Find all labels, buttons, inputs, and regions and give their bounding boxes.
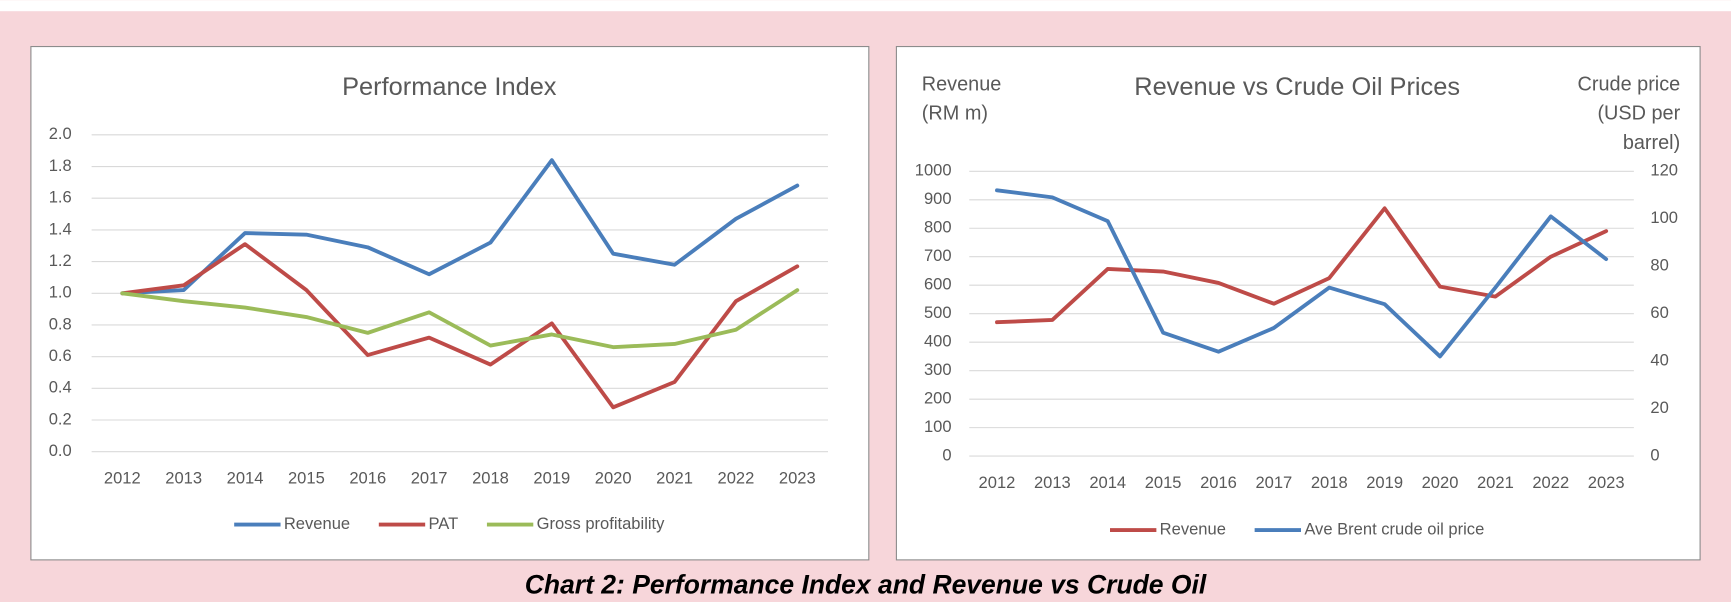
y-tick-label: 0.4 [49,378,72,397]
y-tick-label: 0.2 [49,409,72,428]
y-tick-label: 0 [942,445,951,464]
x-tick-label: 2018 [472,469,509,488]
x-tick-label: 2013 [165,469,202,488]
y2-tick-label: 40 [1650,351,1668,370]
y-tick-label: 1.6 [49,188,72,207]
y2-axis-label: (USD per [1597,103,1680,125]
x-tick-label: 2020 [595,469,632,488]
x-tick-label: 2014 [1089,473,1126,492]
y-tick-label: 300 [924,360,952,379]
y-tick-label: 0.0 [49,441,72,460]
top-strip [0,0,1731,12]
x-tick-label: 2021 [656,469,693,488]
y2-tick-label: 0 [1650,445,1659,464]
x-tick-label: 2023 [779,469,816,488]
series-line [995,188,1609,359]
series-line [120,158,800,296]
y-tick-label: 400 [924,332,952,351]
y-tick-label: 100 [924,417,952,436]
x-tick-label: 2016 [1200,473,1237,492]
x-tick-label: 2013 [1034,473,1071,492]
y-axis-label: Revenue [922,73,1002,95]
x-tick-label: 2023 [1588,473,1625,492]
y-tick-label: 1.8 [49,156,72,175]
y-tick-label: 900 [924,189,952,208]
legend-label: Revenue [284,514,350,533]
legend-label: Gross profitability [537,514,666,533]
x-tick-label: 2016 [349,469,386,488]
x-tick-label: 2022 [718,469,755,488]
x-tick-label: 2014 [227,469,264,488]
y-tick-label: 500 [924,303,952,322]
y-tick-label: 0.6 [49,346,72,365]
caption: Chart 2: Performance Index and Revenue v… [525,569,1207,599]
y-tick-label: 1.0 [49,283,72,302]
y-tick-label: 1000 [915,161,952,180]
x-tick-label: 2019 [533,469,570,488]
y-axis-label: (RM m) [922,103,988,125]
y2-tick-label: 100 [1650,208,1678,227]
y-tick-label: 1.2 [49,251,72,270]
y-tick-label: 1.4 [49,219,72,238]
panel [30,45,870,561]
y-tick-label: 0.8 [49,314,72,333]
y-tick-label: 600 [924,275,952,294]
y2-tick-label: 60 [1650,303,1668,322]
x-tick-label: 2017 [411,469,448,488]
x-tick-label: 2020 [1422,473,1459,492]
x-tick-label: 2012 [979,473,1016,492]
x-tick-label: 2018 [1311,473,1348,492]
panel [895,45,1701,561]
x-tick-label: 2015 [1145,473,1182,492]
series-line [120,288,800,350]
chart-title: Revenue vs Crude Oil Prices [1134,73,1460,101]
legend-label: Ave Brent crude oil price [1304,519,1484,538]
x-tick-label: 2019 [1366,473,1403,492]
x-tick-label: 2015 [288,469,325,488]
chart-title: Performance Index [342,73,557,101]
y2-axis-label: Crude price [1578,73,1681,95]
x-tick-label: 2017 [1255,473,1292,492]
y2-tick-label: 120 [1650,161,1678,180]
y-tick-label: 2.0 [49,124,72,143]
series-line [120,242,800,410]
x-tick-label: 2021 [1477,473,1514,492]
y2-tick-label: 80 [1650,256,1668,275]
y-tick-label: 800 [924,218,952,237]
y-tick-label: 700 [924,246,952,265]
series-line [995,206,1609,325]
x-tick-label: 2022 [1532,473,1569,492]
y2-tick-label: 20 [1650,398,1668,417]
legend-label: Revenue [1160,519,1226,538]
y2-axis-label: barrel) [1623,132,1680,154]
y-tick-label: 200 [924,389,952,408]
legend-label: PAT [428,514,458,533]
x-tick-label: 2012 [104,469,141,488]
